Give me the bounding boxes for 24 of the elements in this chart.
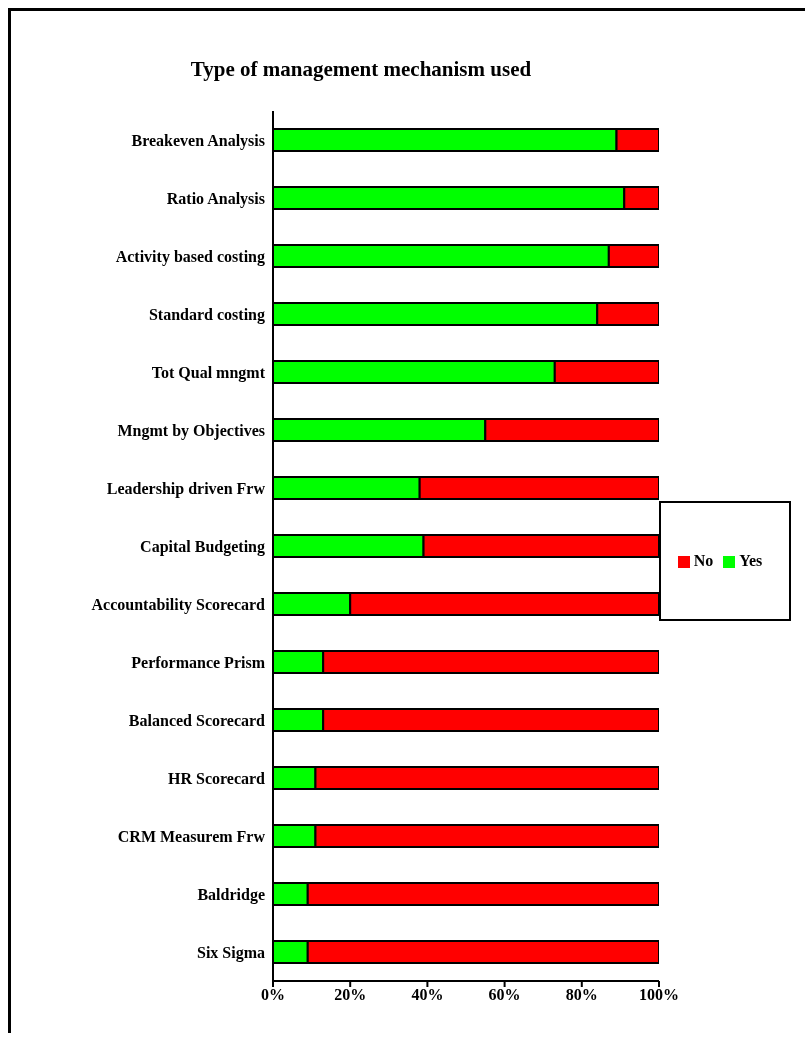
y-tick-label: Accountability Scorecard — [91, 595, 266, 614]
y-tick-label: HR Scorecard — [167, 769, 266, 787]
y-tick-label: Balanced Scorecard — [128, 711, 266, 729]
x-tick-label: 100% — [639, 986, 679, 1004]
y-tick-label: Breakeven Analysis — [131, 131, 265, 150]
y-tick-label: Standard costing — [148, 305, 265, 324]
legend-label: Yes — [739, 552, 763, 569]
y-tick-label: Performance Prism — [131, 653, 266, 671]
x-tick-label: 60% — [488, 986, 521, 1004]
y-tick-label: Capital Budgeting — [140, 537, 265, 556]
y-tick-label: Activity based costing — [115, 247, 265, 266]
x-tick-label: 80% — [565, 986, 598, 1004]
y-tick-label: Leadership driven Frw — [106, 479, 266, 498]
y-tick-label: Mngmt by Objectives — [117, 421, 265, 440]
chart-title: Type of management mechanism used — [189, 57, 533, 82]
y-tick-label: Tot Qual mngmt — [151, 363, 266, 382]
legend-label: No — [693, 552, 714, 569]
x-tick-label: 20% — [334, 986, 367, 1004]
x-tick-label: 40% — [411, 986, 444, 1004]
y-tick-label: CRM Measurem Frw — [117, 827, 266, 845]
y-tick-label: Six Sigma — [196, 943, 265, 962]
y-tick-label: Ratio Analysis — [166, 189, 265, 208]
x-tick-label: 0% — [261, 986, 285, 1004]
y-tick-label: Baldridge — [197, 885, 265, 904]
